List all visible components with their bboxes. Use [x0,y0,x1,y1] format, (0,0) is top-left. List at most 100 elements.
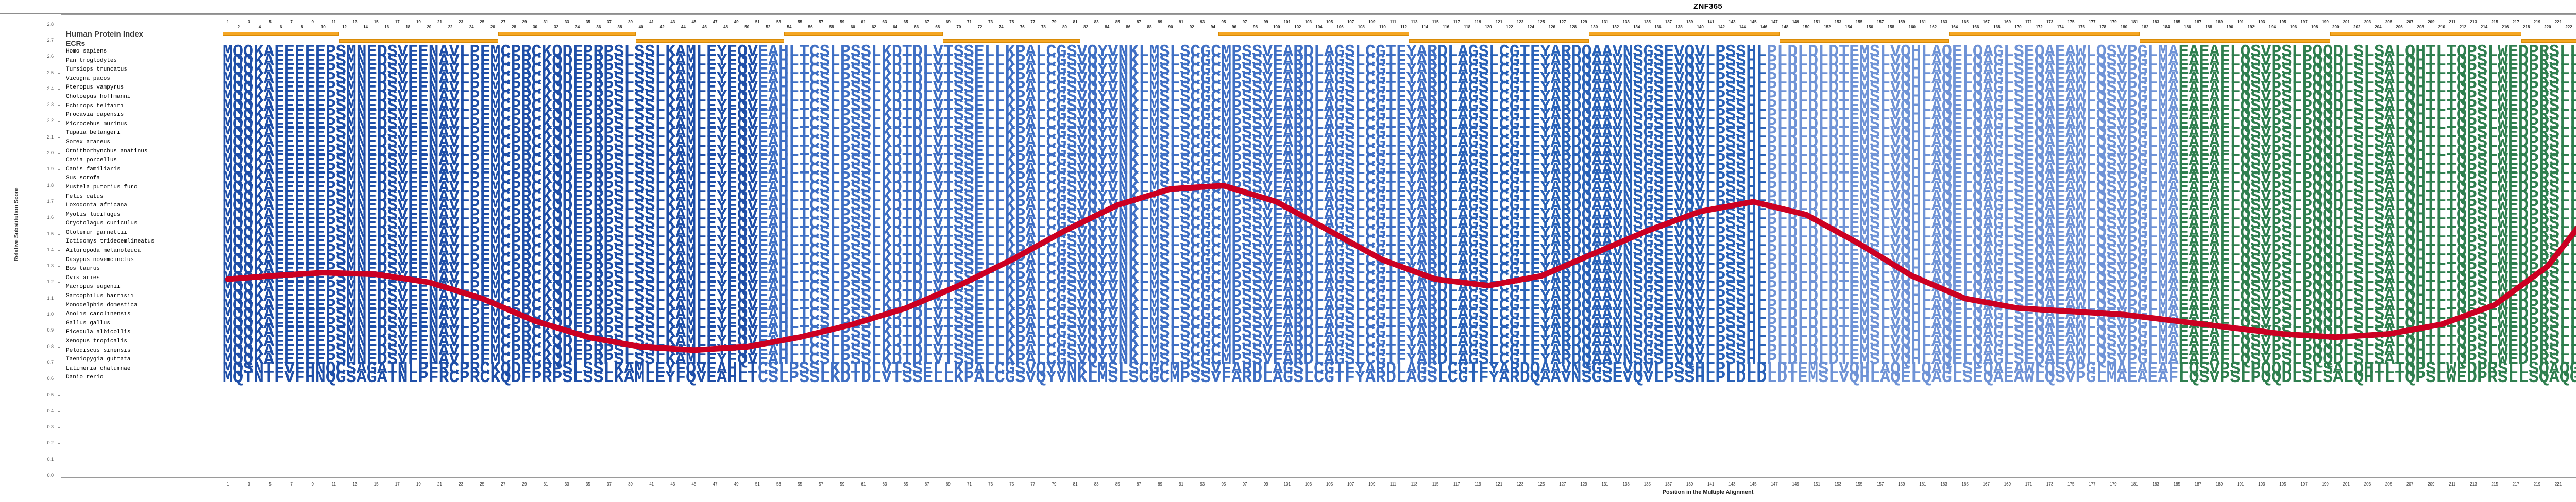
y-tick-label: 2.7 [47,37,54,43]
ruler-position: 65 [903,20,908,24]
x-tick-label: 45 [691,482,697,487]
ruler-position: 78 [1041,25,1046,29]
y-tick-mark [58,427,60,428]
x-tick-label: 87 [1136,482,1141,487]
ruler-position: 33 [564,20,569,24]
ruler-position: 167 [1982,20,1990,24]
ecr-segment[interactable] [1780,39,1950,43]
x-tick-label: 179 [2110,482,2117,487]
y-tick-label: 0.3 [47,424,54,430]
ecr-segment[interactable] [223,32,340,36]
ruler-position: 106 [1336,25,1344,29]
ecr-segment[interactable] [498,32,636,36]
x-tick-label: 183 [2152,482,2159,487]
ecr-segment[interactable] [1949,32,2140,36]
ruler-position: 164 [1951,25,1958,29]
alignment-row: MQQKAFEEEEPSMNEDSVFENAVLPFMCPRCKQDFPRPSL… [223,68,2576,89]
ecr-segment[interactable] [339,39,498,43]
species-label: Myotis lucifugus [66,211,121,218]
ruler-position: 68 [935,25,940,29]
ecr-segment[interactable] [1589,32,1780,36]
ruler-position: 133 [1622,20,1630,24]
ruler-position: 53 [776,20,781,24]
ruler-position: 91 [1179,20,1184,24]
ruler-position: 62 [871,25,876,29]
ruler-position: 66 [914,25,919,29]
ecr-segment[interactable] [635,39,784,43]
ruler-position: 101 [1283,20,1291,24]
x-tick-label: 171 [2025,482,2032,487]
ecr-track-upper[interactable] [0,32,2576,36]
ecr-segment[interactable] [2330,32,2521,36]
ruler-position: 35 [585,20,590,24]
x-tick-label: 35 [585,482,590,487]
ruler-position: 5 [269,20,272,24]
x-tick-label: 93 [1200,482,1205,487]
ruler-position: 174 [2057,25,2064,29]
ruler-position: 95 [1221,20,1226,24]
x-tick-label: 211 [2449,482,2456,487]
ruler-position: 142 [1718,25,1725,29]
x-tick-label: 1 [227,482,229,487]
x-tick-label: 17 [395,482,400,487]
x-tick-label: 119 [1474,482,1481,487]
x-tick-label: 65 [903,482,908,487]
species-label: Sarcophilus harrisii [66,293,134,300]
x-tick-label: 19 [416,482,421,487]
y-tick-label: 2.8 [47,21,54,27]
ruler-position: 221 [2554,20,2562,24]
x-tick-label: 63 [882,482,887,487]
ruler-position: 184 [2163,25,2170,29]
ecr-segment[interactable] [1409,39,1589,43]
species-label: Pteropus vampyrus [66,84,124,91]
ecr-segment[interactable] [784,32,943,36]
species-label: Danio rerio [66,374,104,381]
ruler-position: 211 [2449,20,2456,24]
ruler-position: 64 [893,25,897,29]
species-label: Homo sapiens [66,48,107,55]
ruler-position: 192 [2247,25,2255,29]
ruler-position: 222 [2565,25,2572,29]
ruler-position: 163 [1940,20,1947,24]
x-tick-label: 191 [2236,482,2244,487]
ecr-segment[interactable] [943,39,1081,43]
y-tick-label: 0.5 [47,392,54,397]
ruler-position: 162 [1929,25,1937,29]
ruler-position: 176 [2078,25,2085,29]
ecr-segment[interactable] [2521,39,2576,43]
ruler-position: 30 [533,25,537,29]
x-tick-label: 115 [1432,482,1439,487]
ruler-position: 99 [1263,20,1268,24]
alignment-row: MQQKAFEEEEPSMNEDSVFENAVLPFMCPRCKQDFPRPSL… [223,60,2576,80]
y-tick-mark [58,234,60,235]
x-tick-label: 51 [755,482,760,487]
ruler-position: 116 [1443,25,1450,29]
x-tick-label: 219 [2533,482,2541,487]
ecr-segment[interactable] [1218,32,1409,36]
ruler-position: 148 [1781,25,1789,29]
x-tick-label: 199 [2321,482,2329,487]
ruler-position: 32 [554,25,559,29]
ruler-position: 149 [1792,20,1799,24]
ruler-position: 50 [744,25,750,29]
x-tick-label: 123 [1516,482,1524,487]
species-label: Tursiops truncatus [66,66,127,73]
ruler-position: 168 [1993,25,2001,29]
alignment-row: MQTNTFVFHNQGSAGATNLPFRCPRCKQDFPRPSLSSLKA… [223,368,2576,388]
ruler-position: 3 [248,20,250,24]
ruler-position: 6 [279,25,282,29]
x-tick-label: 159 [1898,482,1905,487]
ecr-track-lower[interactable] [0,39,2576,43]
ecr-segment[interactable] [2140,39,2331,43]
ruler-position: 22 [448,25,453,29]
x-axis-ticks: 1 3 5 7 9 11 13 15 17 19 21 23 25 27 29 31 33 35 37 39 41 43 4… [0,482,2576,488]
x-tick-label: 221 [2554,482,2562,487]
species-label: Ficedula albicollis [66,329,131,336]
x-tick-label: 213 [2470,482,2477,487]
x-tick-label: 43 [670,482,675,487]
ruler-position: 186 [2184,25,2191,29]
y-tick-label: 1.2 [47,279,54,285]
x-tick-label: 189 [2215,482,2223,487]
ruler-position: 118 [1464,25,1471,29]
ruler-position: 119 [1474,20,1481,24]
